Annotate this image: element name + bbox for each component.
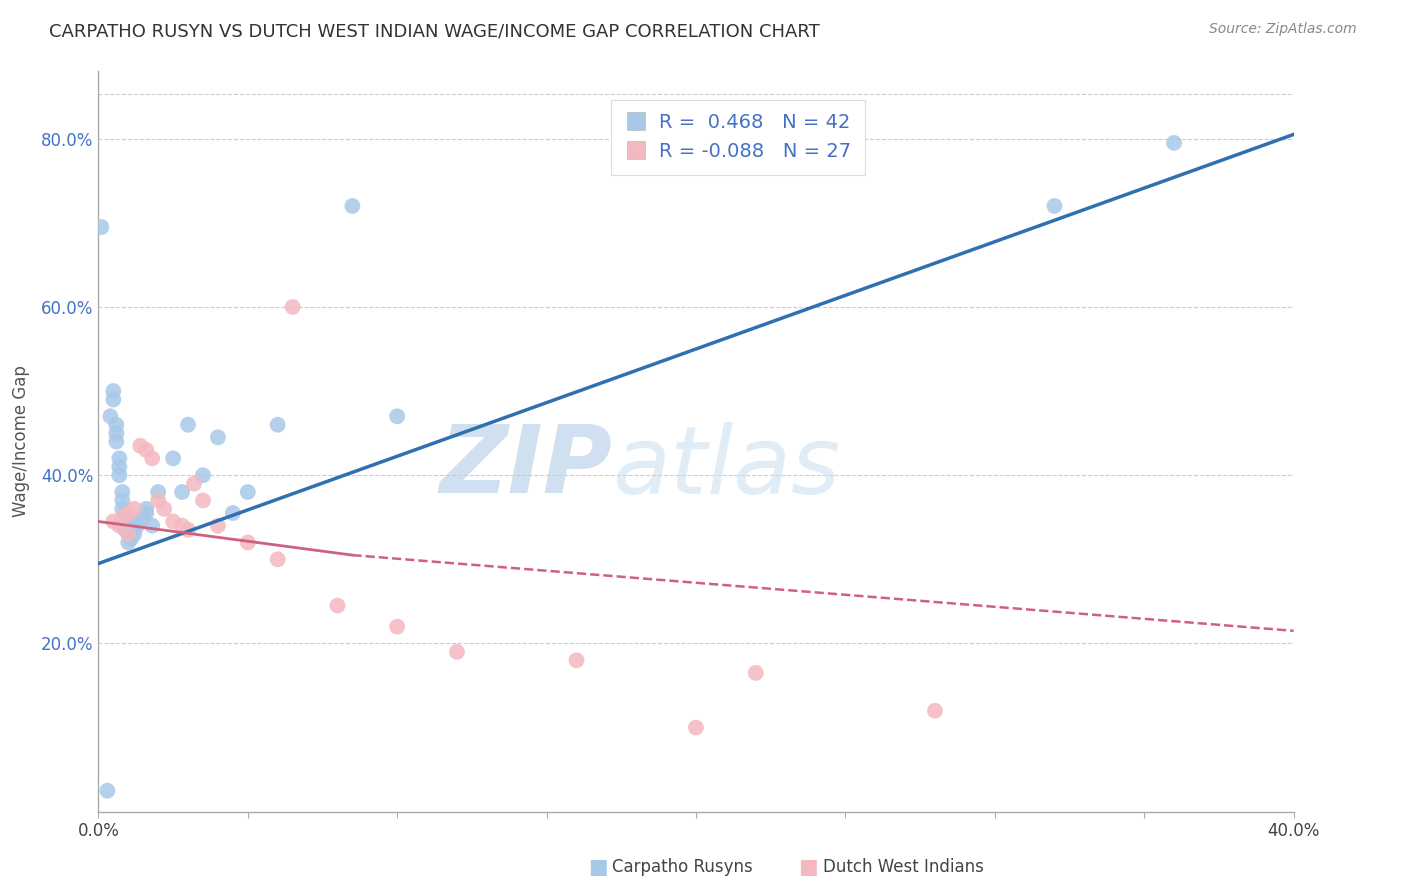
Point xyxy=(98,409,122,424)
Point xyxy=(108,468,131,483)
Point xyxy=(236,485,259,500)
Text: CARPATHO RUSYN VS DUTCH WEST INDIAN WAGE/INCOME GAP CORRELATION CHART: CARPATHO RUSYN VS DUTCH WEST INDIAN WAGE… xyxy=(49,22,820,40)
Point xyxy=(191,493,214,508)
Point xyxy=(111,485,134,500)
Point xyxy=(172,485,194,500)
Point xyxy=(124,527,146,541)
Point xyxy=(111,510,134,524)
Point xyxy=(117,535,139,549)
Point xyxy=(191,468,214,483)
Legend: R =  0.468   N = 42, R = -0.088   N = 27: R = 0.468 N = 42, R = -0.088 N = 27 xyxy=(610,100,865,175)
Text: ZIP: ZIP xyxy=(440,421,613,514)
Point xyxy=(141,451,163,466)
Point xyxy=(177,523,200,537)
Point xyxy=(141,518,163,533)
Point xyxy=(117,527,139,541)
Point xyxy=(117,506,139,520)
Text: Source: ZipAtlas.com: Source: ZipAtlas.com xyxy=(1209,22,1357,37)
Text: Carpatho Rusyns: Carpatho Rusyns xyxy=(612,858,752,876)
Point xyxy=(103,515,125,529)
Point xyxy=(124,515,146,529)
Point xyxy=(207,518,229,533)
Y-axis label: Wage/Income Gap: Wage/Income Gap xyxy=(11,366,30,517)
Point xyxy=(183,476,205,491)
Point xyxy=(124,501,146,516)
Point xyxy=(120,523,142,537)
Point xyxy=(446,645,468,659)
Point xyxy=(162,515,184,529)
Point xyxy=(685,721,707,735)
Text: ■: ■ xyxy=(588,857,607,877)
Point xyxy=(745,665,768,680)
Point xyxy=(108,459,131,474)
Point xyxy=(148,485,170,500)
Point xyxy=(162,451,184,466)
Point xyxy=(1163,136,1185,150)
Point xyxy=(120,531,142,545)
Point xyxy=(108,518,131,533)
Point xyxy=(135,442,157,457)
Point xyxy=(117,518,139,533)
Point xyxy=(172,518,194,533)
Point xyxy=(222,506,245,520)
Point xyxy=(114,523,136,537)
Point xyxy=(148,493,170,508)
Point xyxy=(90,219,112,234)
Point xyxy=(105,434,128,449)
Point xyxy=(114,515,136,529)
Point xyxy=(267,417,290,432)
Point xyxy=(117,527,139,541)
Point xyxy=(207,430,229,444)
Point xyxy=(281,300,304,314)
Point xyxy=(111,493,134,508)
Point xyxy=(103,392,125,407)
Point xyxy=(385,409,409,424)
Point xyxy=(135,501,157,516)
Point xyxy=(96,783,118,797)
Point xyxy=(105,426,128,441)
Point xyxy=(565,653,588,667)
Text: atlas: atlas xyxy=(613,422,841,513)
Point xyxy=(127,518,149,533)
Point xyxy=(135,506,157,520)
Point xyxy=(129,439,152,453)
Point xyxy=(177,417,200,432)
Point xyxy=(114,506,136,520)
Point xyxy=(108,451,131,466)
Point xyxy=(924,704,946,718)
Point xyxy=(236,535,259,549)
Point xyxy=(103,384,125,398)
Point xyxy=(105,417,128,432)
Point xyxy=(326,599,349,613)
Point xyxy=(153,501,176,516)
Point xyxy=(111,501,134,516)
Point xyxy=(132,510,155,524)
Point xyxy=(267,552,290,566)
Point xyxy=(385,619,409,633)
Point xyxy=(1043,199,1066,213)
Text: ■: ■ xyxy=(799,857,818,877)
Point xyxy=(342,199,364,213)
Text: Dutch West Indians: Dutch West Indians xyxy=(823,858,983,876)
